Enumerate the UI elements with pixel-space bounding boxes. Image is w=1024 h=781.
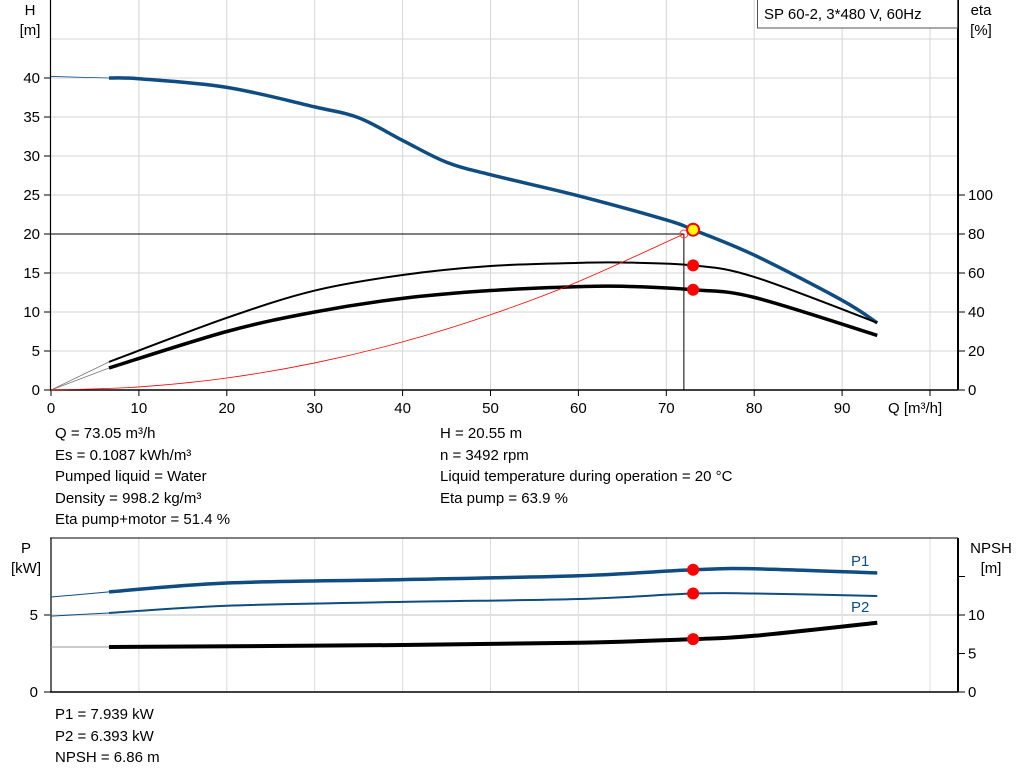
info-p1: P1 = 7.939 kW <box>55 706 154 723</box>
x-tick-label: 80 <box>746 400 763 417</box>
system-curve-line <box>50 233 685 391</box>
y-tick-label-left: 20 <box>23 226 40 243</box>
x-tick-label: 20 <box>218 400 235 417</box>
x-tick-label: 50 <box>482 400 499 417</box>
y-tick-label-left: 5 <box>32 343 40 360</box>
y-axis-unit-left: [m] <box>20 22 41 39</box>
info-es: Es = 0.1087 kWh/m³ <box>55 446 192 464</box>
eta-pump-curve <box>108 261 878 363</box>
P1-series-label: P1 <box>851 553 869 570</box>
eta-pump-motor-marker <box>687 283 700 296</box>
chart-title: SP 60-2, 3*480 V, 60Hz <box>764 6 922 23</box>
y-tick-label-right: 40 <box>968 304 985 321</box>
x-axis-label: Q [m³/h] <box>888 400 942 417</box>
head-efficiency-chart: 0 10 20 30 40 50 60 70 80 90 0 5 10 15 20 25 30 35 40 0 20 40… <box>20 0 993 417</box>
x-tick-label: 0 <box>47 400 55 417</box>
y-axis-label-right: NPSH <box>970 540 1012 557</box>
info-speed: n = 3492 rpm <box>440 446 529 464</box>
y-tick-label-left: 5 <box>30 607 38 624</box>
y-axis-label-right: eta <box>971 2 993 19</box>
y-tick-label-left: 0 <box>30 684 38 701</box>
y-tick-label-left: 10 <box>23 304 40 321</box>
x-tick-label: 40 <box>394 400 411 417</box>
eta-pump-extrapolated-line <box>50 361 110 391</box>
y-tick-label-left: 25 <box>23 187 40 204</box>
P1-duty-marker <box>687 563 700 576</box>
title-box <box>757 0 958 29</box>
x-tick-label: 30 <box>306 400 323 417</box>
P2-curve <box>108 591 878 614</box>
y-tick-label-right: 80 <box>968 226 985 243</box>
x-tick-label: 10 <box>131 400 148 417</box>
power-info: P1 = 7.939 kW P2 = 6.393 kW NPSH = 6.86 … <box>55 704 160 769</box>
power-npsh-chart: 0 5 0 5 10 P [kW] NPSH [m] P1 P2 <box>11 537 1012 701</box>
head-extrapolated-line <box>50 76 110 79</box>
y-tick-label-right: 100 <box>968 187 993 204</box>
y-axis-unit-right: [m] <box>981 560 1002 577</box>
y-tick-label-right: 20 <box>968 343 985 360</box>
info-npsh: NPSH = 6.86 m <box>55 749 160 766</box>
P1-curve <box>108 566 878 594</box>
info-q: Q = 73.05 m³/h <box>55 425 156 442</box>
duty-info-right: H = 20.55 m n = 3492 rpm Liquid temperat… <box>440 423 732 509</box>
eta-pump-motor-curve <box>108 284 878 370</box>
info-temperature: Liquid temperature during operation = 20… <box>440 468 733 485</box>
y-axis-label-left: P <box>21 540 31 557</box>
duty-point-marker <box>686 222 701 237</box>
info-eta-pump-motor: Eta pump+motor = 51.4 % <box>55 511 231 528</box>
y-tick-label-left: 15 <box>23 265 40 282</box>
eta-pump-motor-extrapolated-line <box>50 367 110 391</box>
y-tick-label-left: 0 <box>32 382 40 399</box>
info-liquid: Pumped liquid = Water <box>55 468 207 485</box>
y-axis-unit-right: [%] <box>970 22 992 39</box>
y-tick-label-right: 0 <box>968 684 976 701</box>
y-tick-label-left: 40 <box>23 70 40 87</box>
x-tick-label: 70 <box>658 400 675 417</box>
info-density: Density = 998.2 kg/m³ <box>55 489 202 507</box>
info-h: H = 20.55 m <box>440 425 523 442</box>
info-p2: P2 = 6.393 kW <box>55 727 154 745</box>
P1-extrapolated-line <box>50 591 110 598</box>
NPSH-duty-marker <box>687 633 700 646</box>
P2-extrapolated-line <box>50 612 110 617</box>
y-tick-label-right: 0 <box>968 382 976 399</box>
eta-pump-marker <box>687 259 700 272</box>
y-tick-label-left: 30 <box>23 148 40 165</box>
head-curve <box>108 76 879 325</box>
y-tick-label-right: 10 <box>968 607 985 624</box>
info-eta-pump: Eta pump = 63.9 % <box>440 489 568 507</box>
y-axis-unit-left: [kW] <box>11 560 41 577</box>
x-tick-label: 60 <box>570 400 587 417</box>
duty-info-left: Q = 73.05 m³/h Es = 0.1087 kWh/m³ Pumped… <box>55 423 230 531</box>
P2-duty-marker <box>687 587 700 600</box>
y-tick-label-left: 35 <box>23 109 40 126</box>
NPSH-curve <box>109 620 878 650</box>
P2-series-label: P2 <box>851 599 869 616</box>
y-tick-label-right: 5 <box>968 646 976 663</box>
y-tick-label-right: 60 <box>968 265 985 282</box>
x-tick-label: 90 <box>834 400 851 417</box>
y-axis-label-left: H <box>25 2 36 19</box>
